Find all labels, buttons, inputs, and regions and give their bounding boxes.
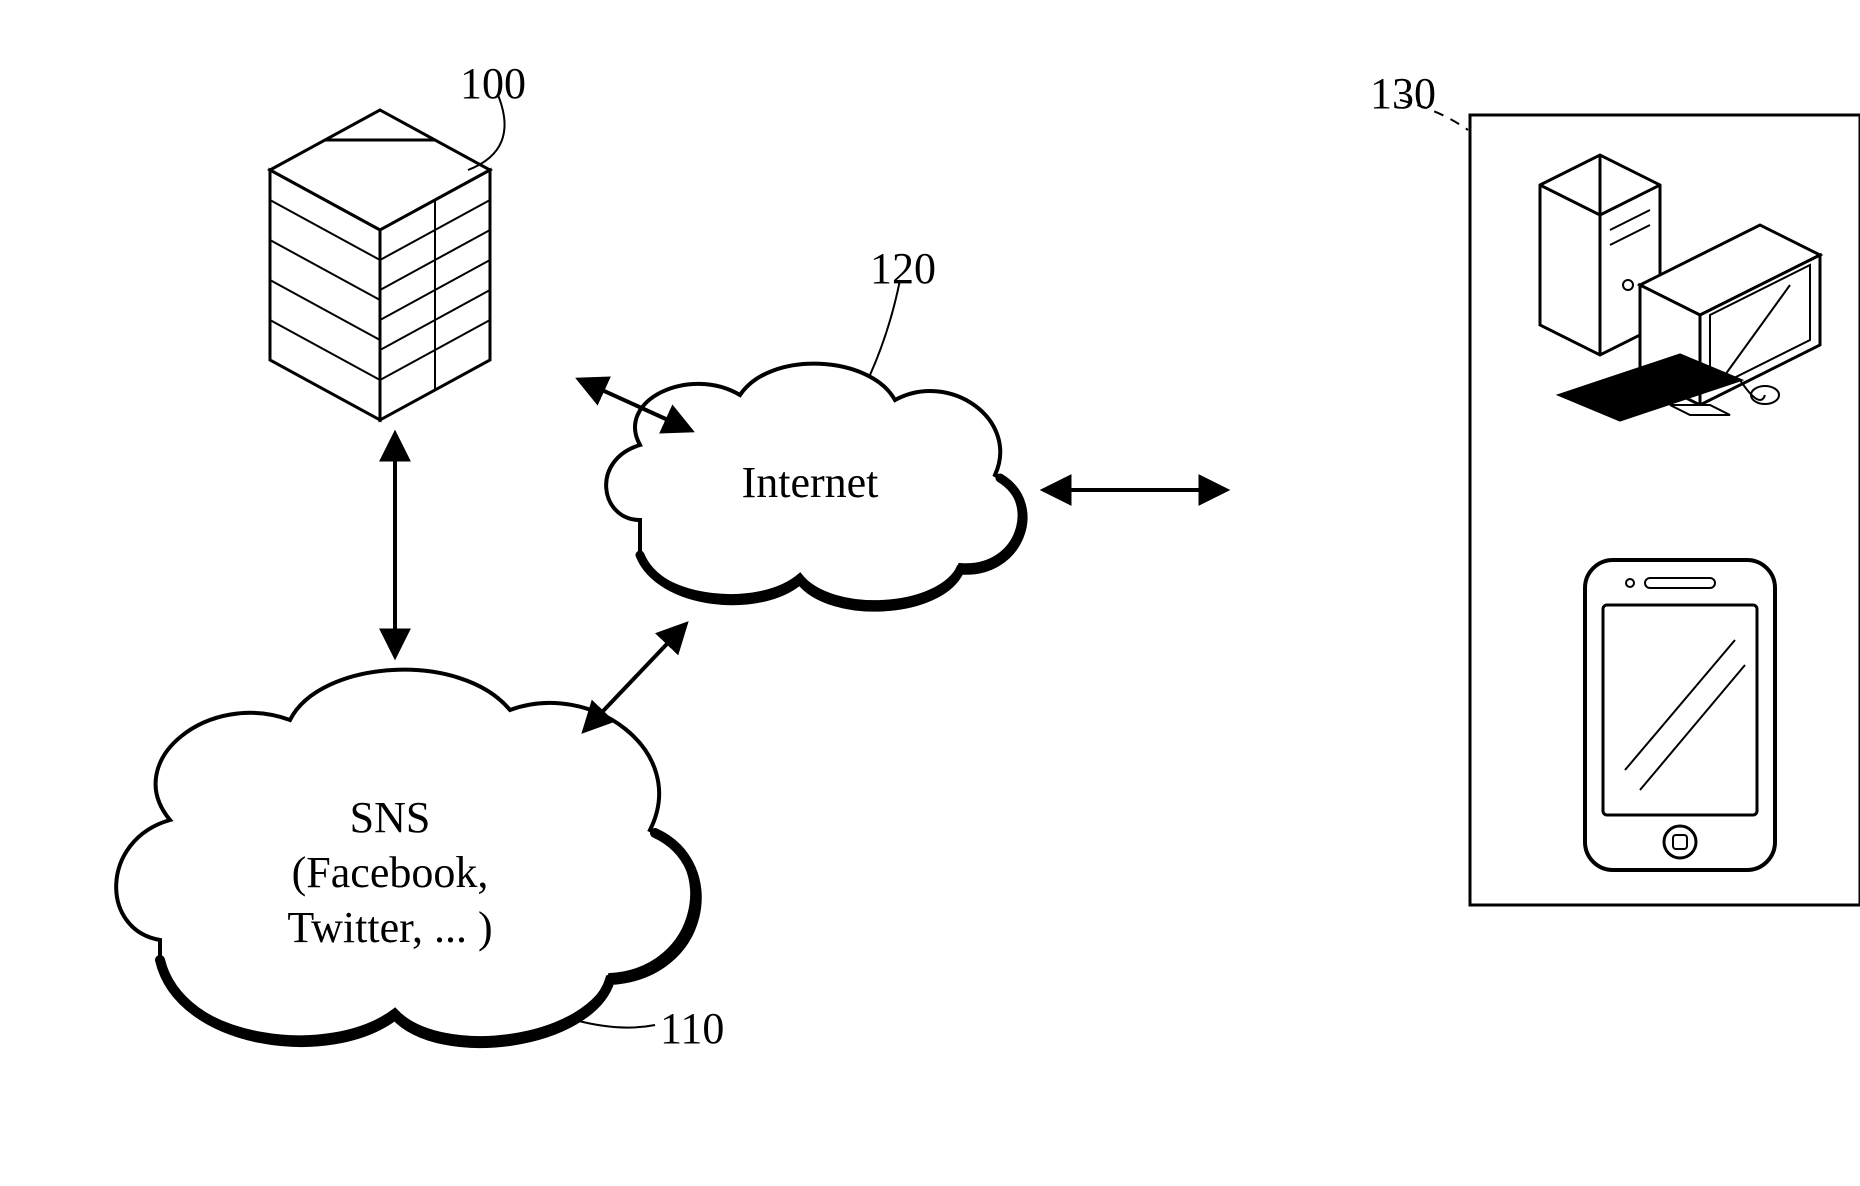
label-server-100: 100 — [460, 60, 526, 108]
label-devices-130: 130 — [1370, 70, 1436, 118]
arrow-sns-internet — [585, 625, 685, 730]
sns-line3: Twitter, ... ) — [230, 900, 550, 955]
label-internet-120: 120 — [870, 245, 936, 293]
diagram-stage: 100 120 130 110 Internet SNS (Facebook, … — [0, 0, 1860, 1186]
smartphone-icon — [1585, 560, 1775, 870]
sns-cloud-text: SNS (Facebook, Twitter, ... ) — [230, 790, 550, 955]
server-icon — [270, 110, 490, 420]
internet-cloud-text: Internet — [710, 455, 910, 510]
sns-line1: SNS — [230, 790, 550, 845]
label-sns-110: 110 — [660, 1005, 724, 1053]
sns-line2: (Facebook, — [230, 845, 550, 900]
diagram-svg — [0, 0, 1860, 1186]
desktop-pc-icon — [1540, 155, 1820, 420]
